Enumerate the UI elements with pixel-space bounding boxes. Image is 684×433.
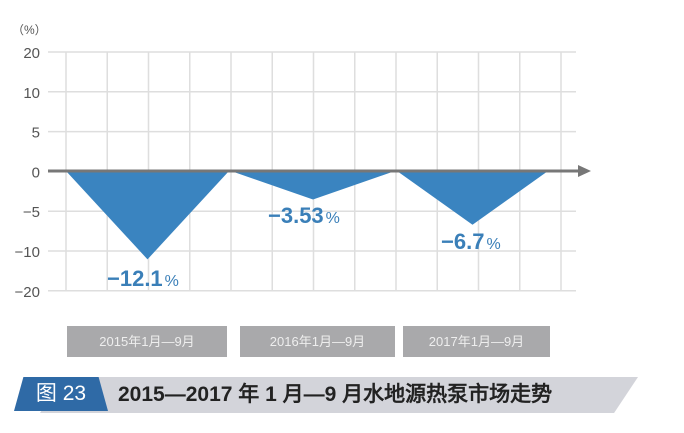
y-tick-label: 0 [32, 164, 40, 181]
data-label-unit: % [326, 210, 340, 227]
data-label-unit: % [165, 273, 179, 290]
caption-banner [40, 377, 638, 413]
category-label-2017: 2017年1月—9月 [403, 326, 550, 357]
y-tick-label: 10 [23, 85, 40, 102]
data-area-2015 [66, 171, 229, 260]
data-label-value: −3.53 [268, 203, 324, 228]
figure-number-badge: 图 23 [14, 377, 108, 411]
y-tick-label: 5 [32, 125, 40, 142]
y-axis-unit: （%） [12, 23, 47, 37]
category-label-2016: 2016年1月—9月 [240, 326, 395, 357]
x-axis-arrow-icon [578, 165, 591, 177]
data-label-unit: % [486, 236, 500, 253]
y-tick-label: −20 [15, 284, 40, 301]
data-area-2017 [397, 171, 548, 225]
y-tick-label: −10 [15, 244, 40, 261]
data-label-value: −6.7 [441, 229, 484, 254]
data-label-value: −12.1 [107, 266, 163, 291]
category-label-2015: 2015年1月—9月 [67, 326, 227, 357]
chart-title: 2015—2017 年 1 月—9 月水地源热泵市场走势 [118, 383, 553, 406]
data-label: −6.7% [441, 229, 501, 254]
y-tick-label: 20 [23, 45, 40, 62]
data-area-2016 [231, 171, 395, 200]
y-tick-label: −5 [23, 204, 40, 221]
data-label: −3.53% [268, 203, 340, 228]
data-label: −12.1% [107, 266, 179, 291]
